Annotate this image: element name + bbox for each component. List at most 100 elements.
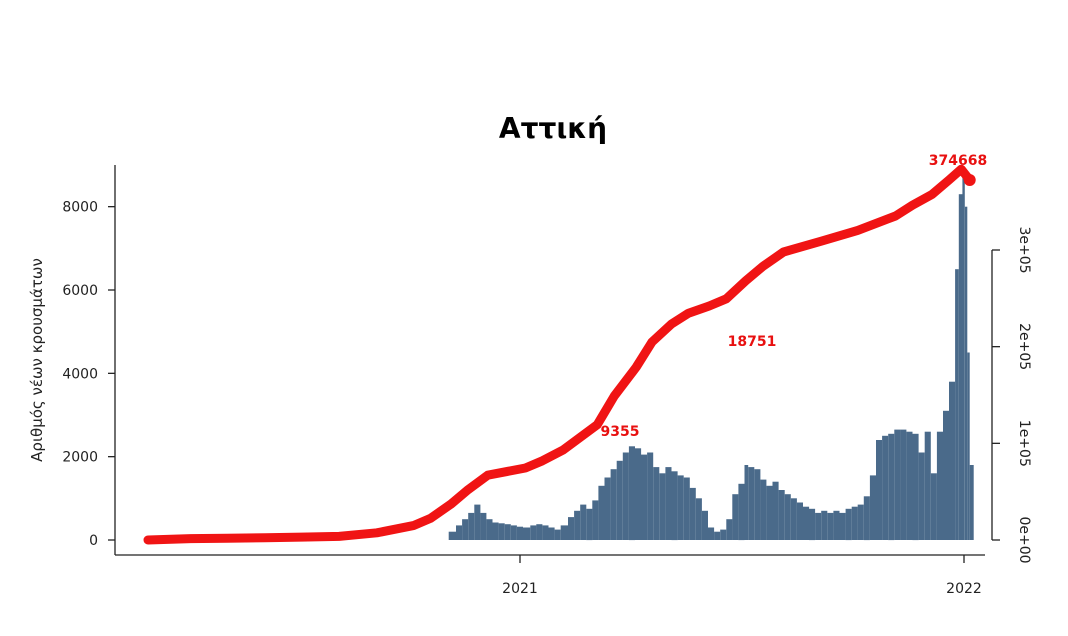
bar [863,496,870,541]
bar [748,467,755,540]
data-label: 18751 [728,334,777,350]
data-labels: 9355 18751 374668 [601,153,988,440]
bar [677,475,684,540]
bar [912,433,919,541]
bar [803,506,810,540]
bar [906,431,913,540]
bar-series [448,177,974,541]
bar [760,479,767,540]
cumulative-line [143,164,975,545]
bar [809,508,816,541]
bar [784,494,791,540]
bar [962,177,965,540]
bar [949,381,956,540]
bar [695,498,702,540]
bar [918,452,925,540]
bar [689,487,696,540]
bar [486,519,493,540]
bar [592,500,599,540]
bar [851,506,858,540]
bar [604,477,611,540]
bar [936,431,943,540]
bar [598,485,605,540]
bar [510,525,517,540]
bar [815,512,822,540]
bar [778,490,785,540]
bar [574,510,581,540]
y-right-tick-label: 0e+00 [1016,516,1032,563]
bar [924,431,931,540]
bar [969,465,974,540]
bar [882,435,889,540]
bar [641,454,648,540]
bar [560,525,568,540]
bar [462,519,469,540]
y-right-tick-label: 1e+05 [1016,420,1032,467]
bar [958,194,963,540]
y-left-tick-label: 0 [89,533,98,549]
data-label: 374668 [929,153,987,169]
y-left-tick-label: 8000 [62,200,98,216]
bar [701,510,708,540]
bar [754,469,761,540]
y-right-tick-label: 2e+05 [1016,323,1032,370]
line-endpoint [963,174,976,186]
bar [498,523,505,540]
bar [796,502,803,540]
bar [635,448,642,540]
bar [516,526,523,540]
bar [821,510,828,540]
bar [845,508,852,541]
bar [536,524,543,540]
bar [523,527,531,540]
bar [869,475,876,540]
y-left-tick-label: 6000 [62,283,98,299]
bar [568,517,575,540]
bar [610,469,617,540]
bar [492,522,499,540]
bar [888,433,895,541]
bar [964,206,968,540]
bar [720,529,727,540]
bar [772,481,779,540]
axes: 0 2000 4000 6000 8000 0e+00 1e+05 2e+05 3e+05 202… [62,165,1032,597]
data-label: 9355 [601,424,640,440]
bar [580,504,587,540]
bar [548,527,555,540]
bar [448,531,456,540]
bar [504,524,511,540]
bar [653,467,660,540]
bar [683,477,690,540]
bar [967,352,970,540]
bar [930,473,937,540]
bar [827,512,834,540]
bar [732,494,739,540]
bar [833,510,840,540]
bar [659,473,666,540]
bar [628,446,635,541]
bar [839,512,846,540]
bar [474,504,481,540]
chart-title: Αττική [499,112,607,145]
bar [714,531,721,540]
bar [647,452,654,540]
bar [955,269,959,540]
bar [876,440,883,540]
y-left-tick-label: 2000 [62,450,98,466]
bar [738,483,745,541]
line-series [143,164,976,545]
bar [456,525,463,540]
bar [616,460,623,540]
bar [766,485,773,540]
bar [943,410,950,540]
bar [726,519,733,540]
bar [894,429,901,540]
bar [468,512,475,540]
bar [622,452,629,540]
bar [480,512,487,540]
bar [790,498,797,540]
bar [586,508,593,541]
y-left-tick-label: 4000 [62,366,98,382]
y-right-tick-label: 3e+05 [1016,226,1032,273]
